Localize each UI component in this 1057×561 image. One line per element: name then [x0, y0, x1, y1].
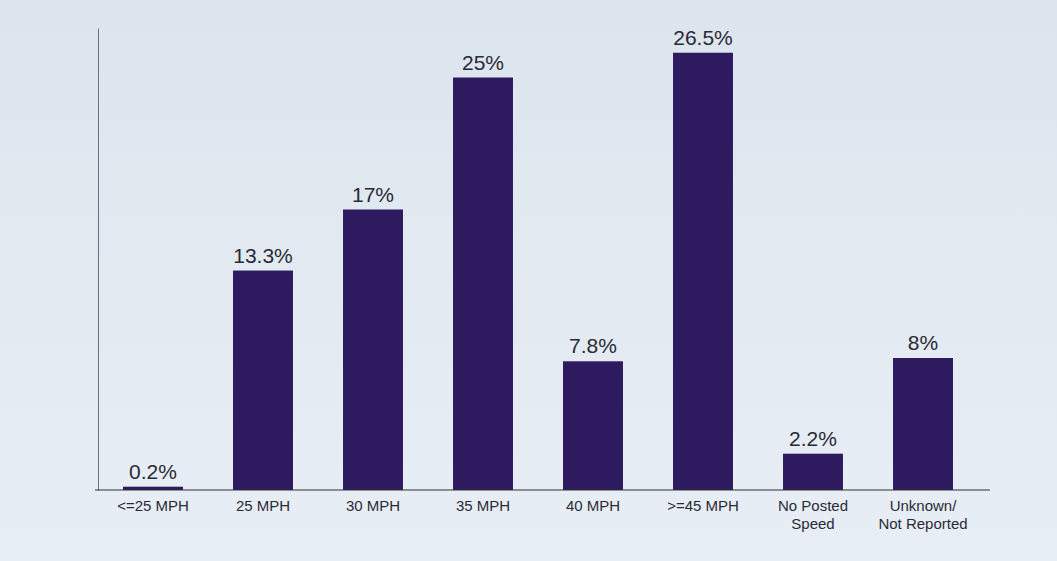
x-tick-label-line: Speed: [791, 515, 834, 532]
data-label: 26.5%: [673, 26, 733, 49]
bars: [123, 53, 953, 490]
bar: [233, 271, 293, 490]
bar: [893, 358, 953, 490]
x-tick: 35 MPH: [456, 497, 510, 514]
x-axis: <=25 MPH 25 MPH 30 MPH 35 MPH 40 MPH >=45 MPH…: [95, 490, 990, 532]
data-label: 8%: [908, 331, 938, 354]
data-labels: 0.2% 13.3% 17% 25% 7.8% 26.5% 2.2% 8%: [129, 26, 938, 483]
x-tick-label-line: Not Reported: [878, 515, 967, 532]
x-tick-label: 30 MPH: [346, 497, 400, 514]
x-tick-label: <=25 MPH: [117, 497, 189, 514]
x-tick-label-line: Unknown/: [890, 497, 958, 514]
x-tick-label: 40 MPH: [566, 497, 620, 514]
x-tick: 25 MPH: [236, 497, 290, 514]
x-tick: 40 MPH: [566, 497, 620, 514]
data-label: 7.8%: [569, 334, 617, 357]
data-label: 2.2%: [789, 427, 837, 450]
x-tick-label: 35 MPH: [456, 497, 510, 514]
x-tick-label-line: No Posted: [778, 497, 848, 514]
x-tick: Unknown/Not Reported: [878, 497, 967, 533]
data-label: 0.2%: [129, 460, 177, 483]
bar: [453, 78, 513, 491]
x-tick-label: Unknown/Not Reported: [878, 497, 967, 533]
y-axis: [98, 29, 99, 491]
x-axis-line: [95, 489, 990, 490]
data-label: 13.3%: [233, 244, 293, 267]
x-tick-label: No PostedSpeed: [778, 497, 848, 533]
data-label: 25%: [462, 51, 504, 74]
background: [0, 0, 1057, 561]
bar: [343, 210, 403, 491]
data-label: 17%: [352, 183, 394, 206]
bar: [673, 53, 733, 490]
bar: [563, 361, 623, 490]
x-tick: >=45 MPH: [667, 497, 739, 514]
x-tick-label: >=45 MPH: [667, 497, 739, 514]
x-tick: 30 MPH: [346, 497, 400, 514]
x-tick-label: 25 MPH: [236, 497, 290, 514]
bar: [783, 454, 843, 490]
y-axis-line: [98, 29, 99, 491]
x-tick: No PostedSpeed: [778, 497, 848, 533]
x-tick: <=25 MPH: [117, 497, 189, 514]
chart: <=25 MPH 25 MPH 30 MPH 35 MPH 40 MPH >=45 MPH…: [0, 0, 1057, 561]
